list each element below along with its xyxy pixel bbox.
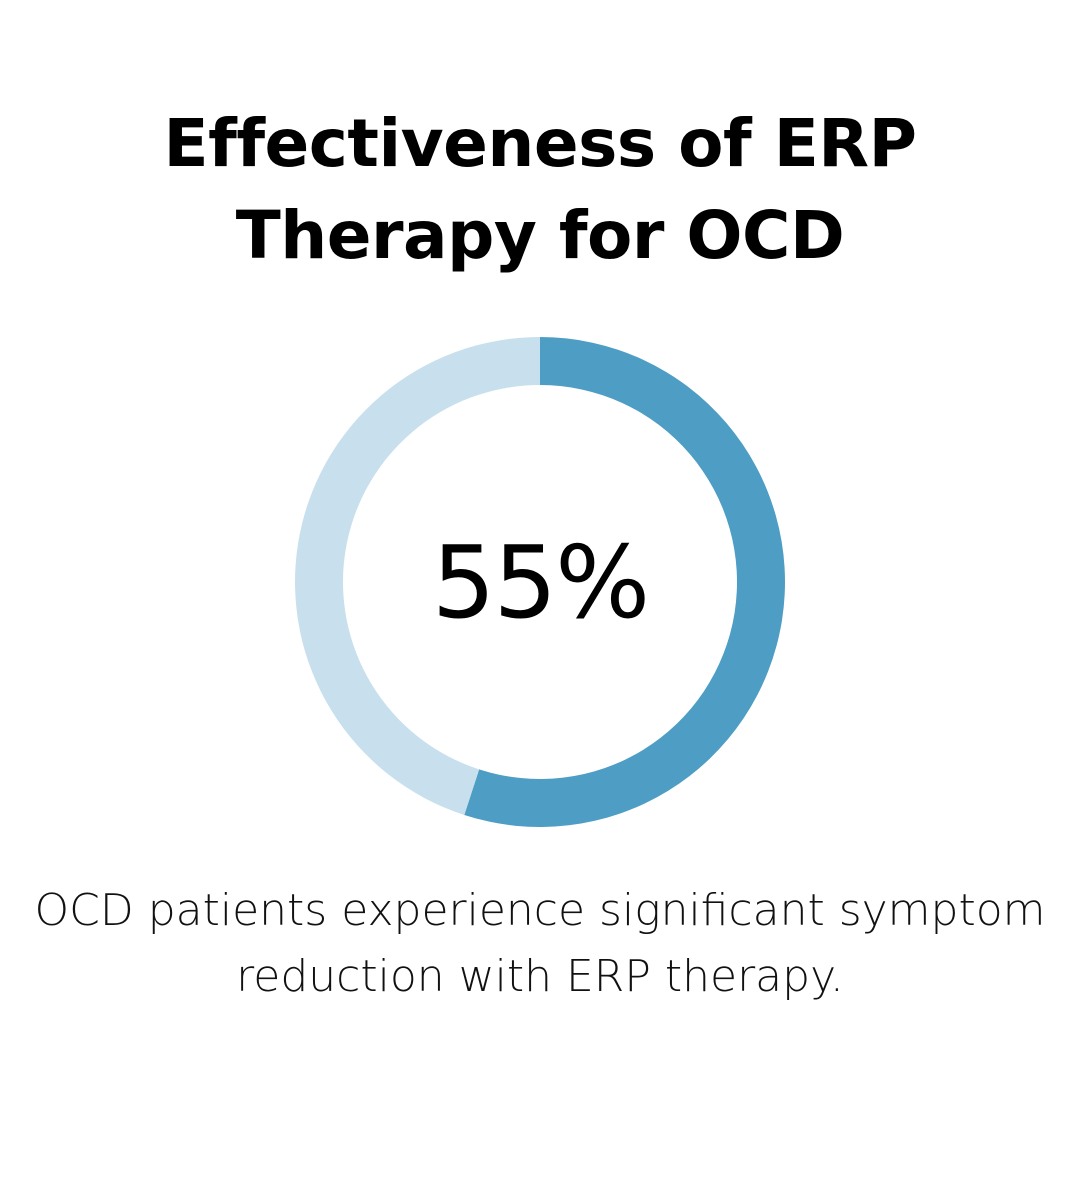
- chart-title: Effectiveness of ERP Therapy for OCD: [0, 98, 1080, 282]
- donut-chart: 55%: [295, 337, 785, 827]
- chart-caption: OCD patients experience significant symp…: [0, 878, 1080, 1010]
- chart-title-line-1: Effectiveness of ERP: [163, 105, 917, 182]
- donut-slice-value: [464, 337, 785, 827]
- donut-chart-svg: [295, 337, 785, 827]
- chart-caption-line-1: OCD patients experience significant symp…: [34, 885, 1046, 936]
- donut-slice-remainder: [295, 337, 540, 816]
- chart-title-line-2: Therapy for OCD: [235, 197, 845, 274]
- donut-center-value: 55%: [431, 523, 650, 641]
- chart-caption-line-2: reduction with ERP therapy.: [236, 951, 844, 1002]
